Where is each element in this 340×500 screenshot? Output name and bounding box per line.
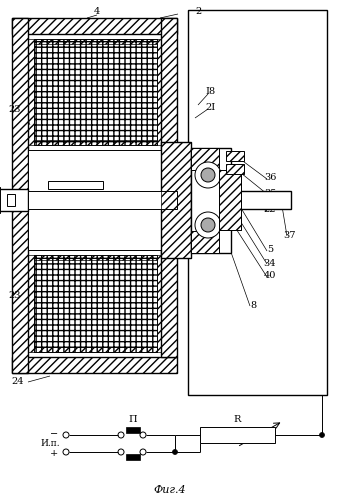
Bar: [34, 39, 157, 145]
Bar: [34, 255, 157, 260]
Bar: [28, 255, 34, 352]
Circle shape: [320, 432, 324, 438]
Bar: [157, 255, 163, 352]
Bar: [200, 427, 275, 443]
Bar: [161, 250, 177, 357]
Text: I8: I8: [205, 88, 215, 96]
Bar: [28, 191, 177, 209]
Text: 5: 5: [35, 156, 41, 164]
Bar: [12, 18, 177, 34]
Bar: [7, 194, 15, 206]
Bar: [126, 427, 140, 433]
Bar: [161, 142, 191, 258]
Bar: [191, 148, 219, 170]
Bar: [191, 148, 231, 253]
Bar: [34, 347, 157, 352]
Bar: [157, 39, 163, 145]
Text: 5: 5: [267, 246, 273, 254]
Text: 8: 8: [250, 300, 256, 310]
Bar: [0, 189, 28, 211]
Text: 37: 37: [284, 232, 296, 240]
Text: I9: I9: [30, 244, 40, 252]
Bar: [219, 170, 241, 230]
Circle shape: [201, 168, 215, 182]
Text: 4: 4: [94, 8, 100, 16]
Text: 22: 22: [264, 206, 276, 214]
Bar: [226, 164, 244, 174]
Bar: [34, 39, 157, 44]
Bar: [12, 18, 28, 373]
Bar: [126, 454, 140, 460]
Circle shape: [201, 218, 215, 232]
Text: 23: 23: [9, 106, 21, 114]
Bar: [219, 170, 241, 230]
Circle shape: [195, 212, 221, 238]
Text: −: −: [50, 430, 58, 438]
Bar: [12, 357, 177, 373]
Bar: [28, 150, 177, 250]
Bar: [188, 10, 327, 395]
Bar: [161, 142, 191, 258]
Bar: [226, 151, 244, 161]
Text: 35: 35: [264, 188, 276, 198]
Bar: [34, 39, 157, 145]
Text: I2: I2: [32, 170, 42, 179]
Text: 2: 2: [195, 8, 201, 16]
Circle shape: [172, 450, 177, 454]
Bar: [231, 191, 291, 209]
Text: П: П: [129, 414, 137, 424]
Text: И.п.: И.п.: [40, 438, 60, 448]
Text: R: R: [233, 414, 241, 424]
Text: 36: 36: [264, 174, 276, 182]
Text: 34: 34: [264, 258, 276, 268]
Text: +: +: [50, 448, 58, 458]
Bar: [191, 231, 219, 253]
Bar: [34, 255, 157, 352]
Text: 40: 40: [264, 272, 276, 280]
Text: Фиг.4: Фиг.4: [154, 485, 186, 495]
Text: 24: 24: [12, 378, 24, 386]
Bar: [34, 255, 157, 352]
Bar: [34, 140, 157, 145]
Circle shape: [195, 162, 221, 188]
Bar: [48, 181, 103, 189]
Text: 23: 23: [9, 290, 21, 300]
Bar: [28, 39, 34, 145]
Text: 2I: 2I: [205, 102, 215, 112]
Bar: [161, 18, 177, 150]
